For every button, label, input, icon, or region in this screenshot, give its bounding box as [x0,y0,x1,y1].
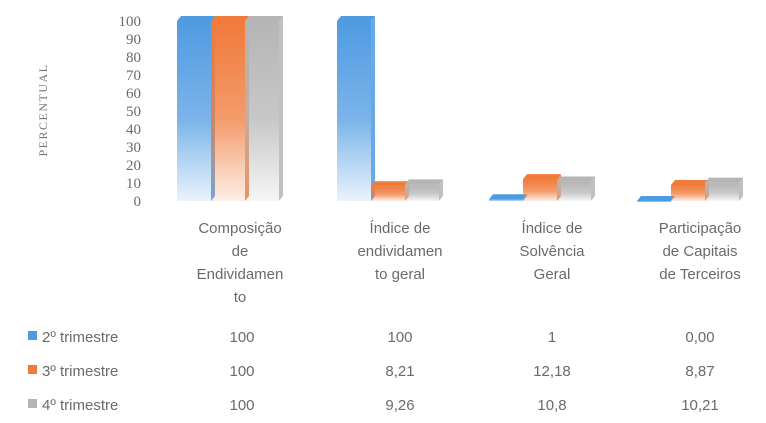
table-row: 2º trimestre 100 100 1 0,00 [28,329,715,346]
bar [405,179,443,201]
data-label: 9,26 [385,397,414,414]
bars [177,16,743,202]
y-tick-label: 30 [126,140,141,156]
category-label: Participação de Capitais de Terceiros [659,220,742,283]
series-name: 4º trimestre [42,397,118,414]
legend-swatch [28,331,37,340]
y-tick-label: 100 [119,14,142,30]
data-label: 100 [229,363,254,380]
bar [489,194,527,201]
y-tick-label: 10 [126,176,141,192]
y-tick-label: 90 [126,32,141,48]
data-label: 0,00 [685,329,714,346]
data-label: 8,21 [385,363,414,380]
bar [245,16,283,201]
table-row: 4º trimestre 100 9,26 10,8 10,21 [28,397,719,414]
y-tick-label: 50 [126,104,141,120]
y-tick-label: 0 [134,194,142,210]
y-tick-label: 40 [126,122,141,138]
category-label: Índice de Solvência Geral [519,220,585,283]
data-label: 100 [229,329,254,346]
category-label: Composição de Endividamen to [197,220,284,306]
y-axis-label: PERCENTUAL [36,64,50,157]
category-labels: Composição de Endividamen to Índice de endivi… [197,220,742,306]
y-tick-label: 20 [126,158,141,174]
y-tick-label: 60 [126,86,141,102]
bar [637,196,675,202]
data-label: 100 [229,397,254,414]
table-row: 3º trimestre 100 8,21 12,18 8,87 [28,363,715,380]
data-label: 1 [548,329,556,346]
data-label: 10,21 [681,397,719,414]
bar [705,177,743,201]
legend-swatch [28,365,37,374]
bar [523,174,561,201]
data-table: 2º trimestre 100 100 1 0,00 3º trimestre 100 8,… [28,329,719,414]
bar [337,16,375,201]
series-name: 3º trimestre [42,363,118,380]
data-label: 12,18 [533,363,571,380]
y-tick-label: 70 [126,68,141,84]
data-label: 8,87 [685,363,714,380]
legend-swatch [28,399,37,408]
series-name: 2º trimestre [42,329,118,346]
bar [557,176,595,201]
bar [211,16,249,201]
category-label: Índice de endividamen to geral [357,220,442,283]
data-label: 10,8 [537,397,566,414]
y-tick-label: 80 [126,50,141,66]
data-label: 100 [387,329,412,346]
bar [371,181,409,201]
bar [177,16,215,201]
bar [671,180,709,201]
